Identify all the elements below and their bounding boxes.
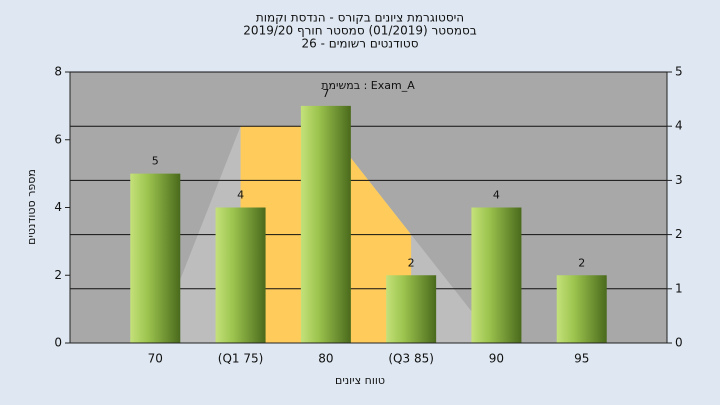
y-tick-label: 0 — [54, 336, 62, 350]
y2-tick-label: 4 — [675, 119, 683, 133]
y2-tick-label: 0 — [675, 336, 683, 350]
x-tick-label: 70 — [148, 352, 163, 366]
y-axis-label: מספר סטודנטים — [25, 169, 38, 245]
y2-tick-label: 5 — [675, 65, 683, 79]
bar — [556, 275, 607, 343]
bar — [471, 207, 522, 343]
y-tick-label: 2 — [54, 268, 62, 282]
x-tick-label: (Q1 75) — [218, 352, 264, 366]
chart-subtitle: סטודנטים רשומים - 26 — [301, 37, 418, 51]
data-label: 2 — [578, 256, 585, 269]
y2-tick-label: 2 — [675, 227, 683, 241]
bar — [300, 105, 351, 343]
bar — [215, 207, 266, 343]
data-label: 5 — [152, 155, 159, 168]
annotation: במשימת : Exam_A — [321, 79, 415, 92]
chart-title: היסטוגרמת ציונים בקורס - הנדסת וקמות — [256, 11, 464, 25]
x-tick-label: 90 — [489, 352, 504, 366]
data-label: 4 — [493, 189, 500, 202]
data-label: 7 — [322, 87, 329, 100]
bar — [130, 173, 181, 343]
y2-tick-label: 3 — [675, 173, 683, 187]
y-tick-label: 8 — [54, 65, 62, 79]
bar — [386, 275, 437, 343]
y2-tick-label: 1 — [675, 281, 683, 295]
y-tick-label: 6 — [54, 132, 62, 146]
y-tick-label: 4 — [54, 200, 62, 214]
x-tick-label: (Q3 85) — [388, 352, 434, 366]
x-tick-label: 80 — [318, 352, 333, 366]
chart-subtitle: בסמסטר (01/2019) סמסטר חורף 2019/20 — [243, 24, 476, 38]
x-axis-label: טווח ציונים — [335, 374, 385, 387]
data-label: 4 — [237, 189, 244, 202]
data-label: 2 — [408, 256, 415, 269]
x-tick-label: 95 — [574, 352, 589, 366]
